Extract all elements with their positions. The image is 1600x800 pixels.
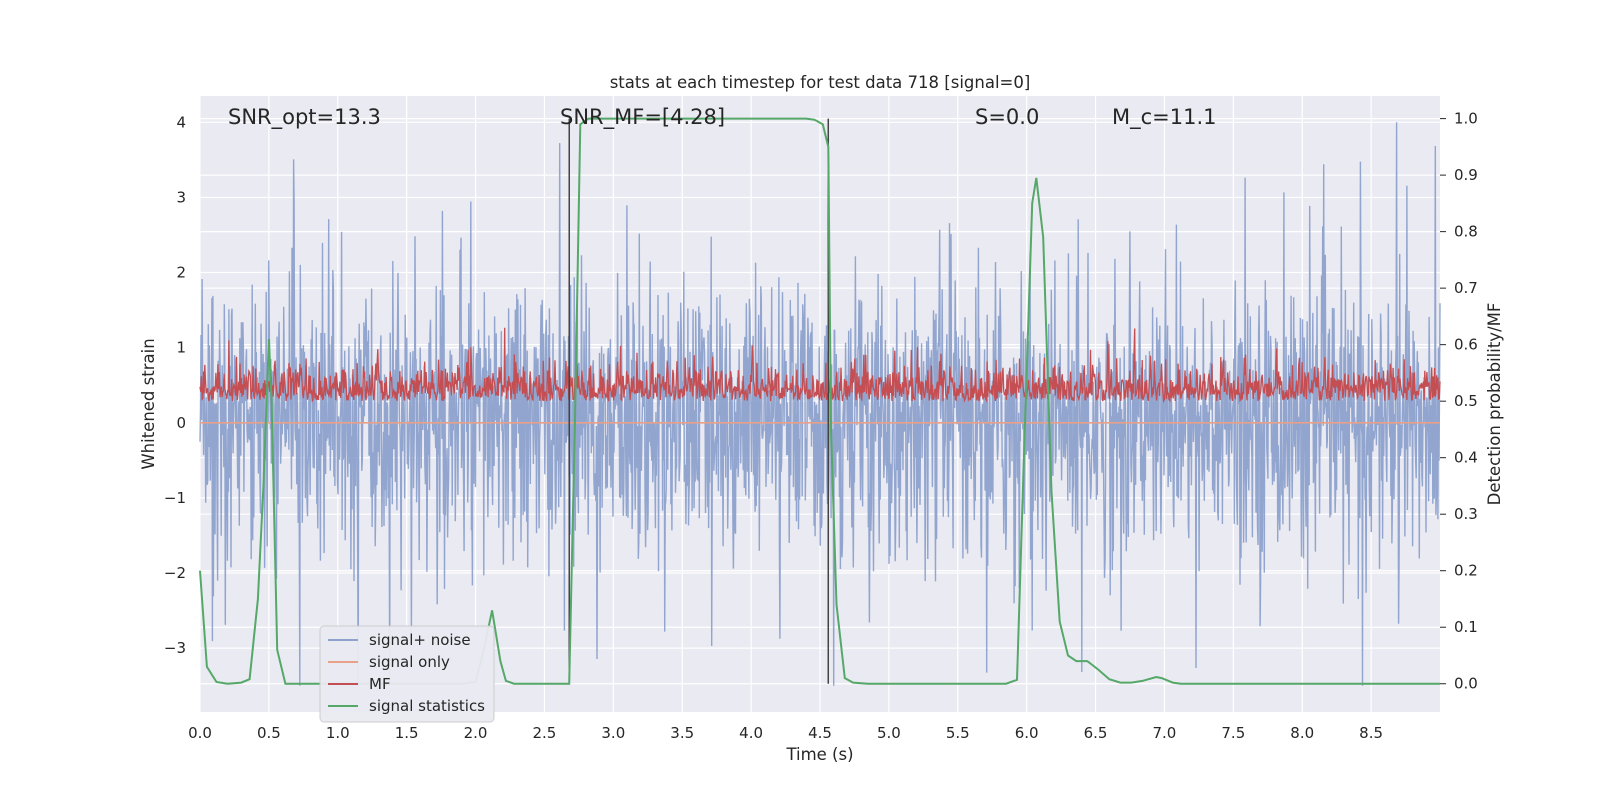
series-mf [199, 327, 1441, 403]
y-tick-label-right: 0.8 [1454, 223, 1478, 241]
annotation-snr-opt: SNR_opt=13.3 [228, 105, 381, 130]
x-tick-label: 5.0 [877, 724, 901, 742]
y-tick-label-right: 0.7 [1454, 279, 1478, 297]
signal-statistics-line [199, 117, 1440, 685]
x-tick-label: 0.5 [257, 724, 281, 742]
x-tick-label: 6.0 [1015, 724, 1039, 742]
y-tick-label-left: −1 [164, 489, 186, 507]
legend-label-mf: MF [369, 675, 391, 693]
y-tick-label-left: 0 [176, 414, 186, 432]
y-tick-label-right: 0.0 [1454, 675, 1478, 693]
annotation-snr-mf: SNR_MF=[4.28] [560, 105, 725, 130]
y-tick-label-right: 0.5 [1454, 392, 1478, 410]
y-tick-label-left: −3 [164, 639, 186, 657]
y-tick-label-right: 0.9 [1454, 166, 1478, 184]
x-tick-label: 7.0 [1153, 724, 1177, 742]
x-tick-label: 1.0 [326, 724, 350, 742]
x-tick-label: 2.0 [464, 724, 488, 742]
series-signal-statistics [199, 117, 1440, 685]
x-tick-label: 2.5 [533, 724, 557, 742]
y-tick-label-left: −2 [164, 564, 186, 582]
ticks: 0.0 0.5 1.0 1.5 2.0 2.5 3.0 3.5 4.0 4.5 5.0 5.5 6.0 6… [164, 110, 1478, 742]
y-axis-label-left: Whitened strain [139, 338, 158, 469]
x-tick-label: 3.0 [601, 724, 625, 742]
annotation-s: S=0.0 [975, 105, 1039, 129]
x-tick-label: 1.5 [395, 724, 419, 742]
x-axis-label: Time (s) [785, 745, 853, 764]
y-tick-label-left: 4 [176, 113, 186, 131]
legend-label-signal-statistics: signal statistics [369, 697, 485, 715]
annotation-mc: M_c=11.1 [1112, 105, 1217, 130]
y-tick-label-right: 0.2 [1454, 562, 1478, 580]
y-axis-label-right: Detection probability/MF [1485, 303, 1504, 506]
x-tick-label: 3.5 [670, 724, 694, 742]
chart-title: stats at each timestep for test data 718… [610, 73, 1031, 92]
x-tick-label: 4.0 [739, 724, 763, 742]
y-tick-label-right: 0.3 [1454, 505, 1478, 523]
legend: signal+ noise signal only MF signal stat… [319, 625, 495, 723]
x-tick-label: 8.5 [1359, 724, 1383, 742]
y-tick-label-right: 0.6 [1454, 336, 1478, 354]
x-tick-label: 7.5 [1221, 724, 1245, 742]
y-tick-label-left: 3 [176, 188, 186, 206]
y-tick-label-right: 0.4 [1454, 449, 1478, 467]
legend-box [319, 625, 495, 723]
y-tick-label-right: 0.1 [1454, 618, 1478, 636]
y-tick-label-right: 1.0 [1454, 110, 1478, 128]
x-tick-label: 6.5 [1084, 724, 1108, 742]
legend-label-signal-noise: signal+ noise [369, 631, 471, 649]
y-tick-label-left: 2 [176, 264, 186, 282]
x-tick-label: 0.0 [188, 724, 212, 742]
x-tick-label: 5.5 [946, 724, 970, 742]
y-tick-label-left: 1 [176, 339, 186, 357]
x-tick-label: 4.5 [808, 724, 832, 742]
legend-label-signal-only: signal only [369, 653, 450, 671]
mf-line [199, 327, 1441, 403]
x-tick-label: 8.0 [1290, 724, 1314, 742]
